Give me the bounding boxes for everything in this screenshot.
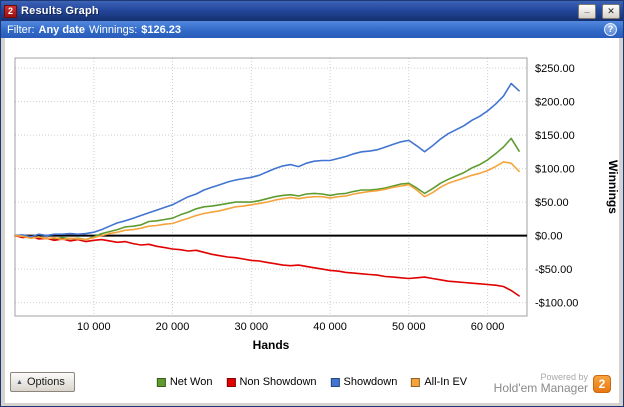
series-net-won — [14, 137, 520, 241]
chart-area: $250.00 $200.00 $150.00 $100.00 $50.00 $0.00 -… — [5, 38, 619, 403]
svg-text:60 000: 60 000 — [471, 321, 505, 333]
results-chart: $250.00 $200.00 $150.00 $100.00 $50.00 $0.00 -… — [14, 57, 619, 352]
powered-by: Powered by Hold'em Manager 2 — [494, 372, 611, 396]
app-icon: 2 — [4, 4, 17, 18]
svg-text:-$50.00: -$50.00 — [535, 264, 572, 276]
powered-by-caption: Powered by — [540, 371, 588, 382]
filter-label: Filter: — [7, 23, 35, 36]
legend-label: Non Showdown — [239, 376, 317, 388]
winnings-label: Winnings: — [88, 23, 138, 36]
svg-text:$200.00: $200.00 — [535, 97, 575, 109]
series-showdown — [14, 82, 520, 238]
legend-item-non-showdown[interactable]: Non Showdown — [226, 376, 317, 388]
options-label: Options — [26, 376, 65, 388]
legend-item-net-won[interactable]: Net Won — [156, 376, 213, 388]
winnings-value: $126.23 — [141, 23, 182, 36]
options-button[interactable]: ▲ Options — [10, 372, 75, 392]
legend-item-all-in-ev[interactable]: All-In EV — [411, 376, 467, 388]
legend-swatch — [156, 377, 166, 387]
hm2-logo-badge: 2 — [593, 374, 611, 393]
legend-label: All-In EV — [424, 376, 468, 388]
svg-text:40 000: 40 000 — [313, 321, 347, 333]
svg-text:Winnings: Winnings — [606, 160, 619, 214]
svg-text:10 000: 10 000 — [77, 321, 111, 333]
svg-text:-$100.00: -$100.00 — [535, 298, 578, 310]
filter-bar: Filter: Any date Winnings: $126.23 ? — [1, 21, 623, 38]
chart-legend: Net Won Non Showdown Showdown All-In EV — [156, 376, 467, 388]
bottom-bar: ▲ Options Net Won Non Showdown Showdown All… — [5, 361, 619, 403]
legend-label: Showdown — [343, 376, 398, 388]
close-button[interactable]: ✕ — [602, 3, 620, 19]
svg-text:$0.00: $0.00 — [535, 231, 563, 243]
minimize-button[interactable]: _ — [578, 3, 596, 19]
svg-text:$100.00: $100.00 — [535, 164, 575, 176]
help-button[interactable]: ? — [604, 23, 617, 36]
filter-value[interactable]: Any date — [38, 23, 85, 36]
svg-text:$250.00: $250.00 — [535, 63, 575, 75]
chevron-up-icon: ▲ — [16, 378, 23, 386]
legend-swatch — [411, 377, 421, 387]
legend-item-showdown[interactable]: Showdown — [330, 376, 398, 388]
legend-label: Net Won — [169, 376, 213, 388]
legend-swatch — [330, 377, 340, 387]
svg-text:30 000: 30 000 — [234, 321, 268, 333]
window-title: Results Graph — [21, 5, 99, 17]
series-non-showdown — [14, 234, 520, 297]
powered-by-brand: Hold'em Manager — [493, 381, 588, 396]
svg-text:50 000: 50 000 — [392, 321, 426, 333]
svg-text:Hands: Hands — [253, 338, 290, 352]
svg-text:$50.00: $50.00 — [535, 197, 569, 209]
series-all-in-ev — [14, 161, 520, 241]
svg-text:20 000: 20 000 — [156, 321, 190, 333]
legend-swatch — [226, 377, 236, 387]
titlebar: 2 Results Graph _ ✕ — [1, 1, 623, 21]
svg-text:$150.00: $150.00 — [535, 130, 575, 142]
